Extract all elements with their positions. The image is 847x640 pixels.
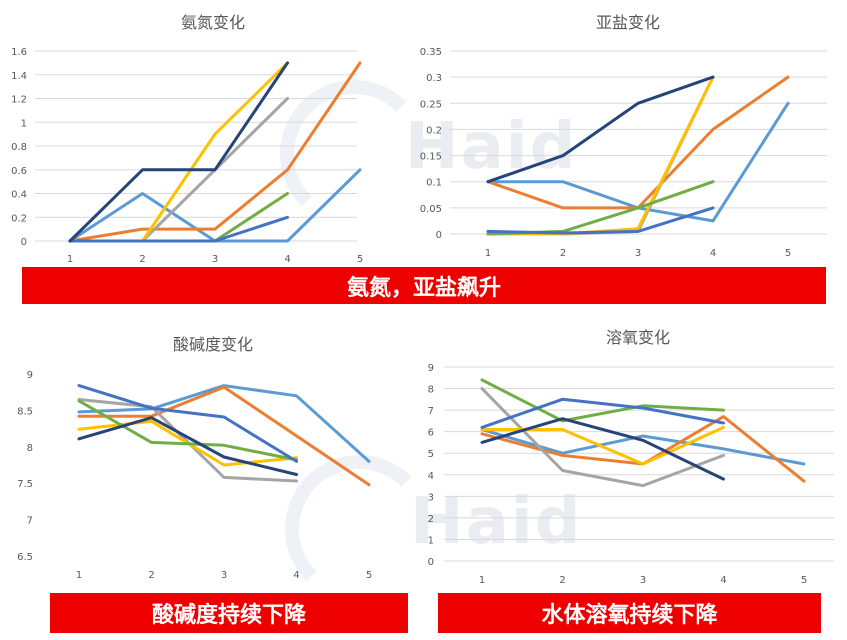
x-tick-label: 5 — [801, 575, 807, 586]
y-tick-label: 1 — [428, 535, 434, 546]
y-tick-label: 0.6 — [11, 166, 27, 177]
x-tick-label: 3 — [635, 248, 641, 259]
y-tick-label: 5 — [428, 449, 434, 460]
series-line-7 — [486, 75, 715, 184]
x-tick-label: 3 — [212, 254, 218, 265]
chart-ph: 酸碱度变化 6.5 7 7.5 8 8.5 9 1 2 3 4 5 — [17, 335, 372, 581]
series-line-1 — [486, 101, 790, 223]
series-line-6 — [68, 215, 289, 243]
y-tick-label: 1 — [21, 118, 27, 129]
y-tick-label: 3 — [428, 492, 434, 503]
y-tick-label: 7 — [27, 516, 33, 527]
x-tick-label: 5 — [785, 248, 791, 259]
series-line-7 — [68, 61, 289, 243]
y-tick-label: 0.05 — [420, 204, 442, 215]
banner-oxygen-decline: 水体溶氧持续下降 — [438, 593, 821, 633]
series-line-1 — [77, 384, 371, 463]
banner-ammonia-nitrite: 氨氮，亚盐飙升 — [22, 267, 826, 304]
x-tick-label: 1 — [485, 248, 491, 259]
x-tick-label: 3 — [640, 575, 646, 586]
series-line-6 — [480, 397, 725, 429]
y-tick-label: 8.5 — [17, 406, 33, 417]
y-tick-label: 2 — [428, 514, 434, 525]
series-line-2 — [486, 75, 790, 210]
y-tick-label: 0.1 — [426, 178, 442, 189]
y-tick-label: 8 — [27, 443, 33, 454]
y-tick-label: 0.3 — [426, 73, 442, 84]
x-tick-label: 2 — [559, 575, 565, 586]
y-tick-label: 0.8 — [11, 142, 27, 153]
chart-title: 酸碱度变化 — [173, 335, 253, 354]
y-tick-label: 0.2 — [11, 213, 27, 224]
y-tick-label: 0.25 — [420, 99, 442, 110]
y-tick-label: 0 — [428, 557, 434, 568]
y-tick-label: 0.15 — [420, 152, 442, 163]
banner-ph-decline: 酸碱度持续下降 — [50, 593, 408, 633]
y-tick-label: 1.4 — [11, 71, 27, 82]
y-tick-label: 8 — [428, 385, 434, 396]
y-tick-label: 1.6 — [11, 47, 27, 58]
series-line-6 — [486, 206, 715, 235]
y-tick-label: 7.5 — [17, 479, 33, 490]
y-tick-label: 0 — [436, 230, 442, 241]
series-line-7 — [480, 417, 725, 481]
x-tick-label: 2 — [148, 570, 154, 581]
y-tick-label: 9 — [428, 363, 434, 374]
y-tick-label: 0 — [21, 237, 27, 248]
watermark-text-bottom: Haid — [410, 485, 583, 559]
x-tick-label: 4 — [293, 570, 299, 581]
x-tick-label: 4 — [720, 575, 726, 586]
y-tick-label: 7 — [428, 406, 434, 417]
y-tick-label: 4 — [428, 471, 434, 482]
x-tick-label: 4 — [710, 248, 716, 259]
chart-ammonia: 氨氮变化 0 0.2 0.4 0.6 0.8 1 1.2 1.4 1.6 1 2 3 4 5 — [11, 13, 363, 265]
chart-title: 亚盐变化 — [596, 13, 660, 32]
x-tick-label: 5 — [366, 570, 372, 581]
x-tick-label: 1 — [76, 570, 82, 581]
y-tick-label: 1.2 — [11, 95, 27, 106]
x-tick-label: 3 — [221, 570, 227, 581]
chart-title: 氨氮变化 — [181, 13, 245, 32]
series-line-7 — [77, 416, 298, 476]
series-line-2 — [480, 415, 806, 483]
chart-nitrite: 亚盐变化 0 0.05 0.1 0.15 0.2 0.25 0.3 0.35 1 2 3 4 5 — [420, 13, 827, 259]
chart-panel-ammonia: 氨氮变化 0 0.2 0.4 0.6 0.8 1 1.2 1.4 1.6 1 2 3 4 5 — [0, 0, 420, 270]
y-tick-label: 6.5 — [17, 552, 33, 563]
y-tick-label: 9 — [27, 370, 33, 381]
series-line-5 — [480, 378, 725, 423]
chart-panel-oxygen: 溶氧变化 0 1 2 3 4 5 6 7 8 9 1 2 3 4 5 — [420, 310, 847, 590]
chart-oxygen: 溶氧变化 0 1 2 3 4 5 6 7 8 9 1 2 3 4 5 — [428, 328, 834, 586]
x-tick-label: 1 — [67, 254, 73, 265]
series-line-5 — [77, 399, 298, 462]
series-line-2 — [68, 61, 362, 243]
y-tick-label: 0.2 — [426, 125, 442, 136]
y-tick-label: 0.4 — [11, 190, 27, 201]
chart-panel-nitrite: 亚盐变化 0 0.05 0.1 0.15 0.2 0.25 0.3 0.35 1 2 3 4 5 — [420, 0, 847, 270]
chart-title: 溶氧变化 — [606, 328, 670, 347]
series-line-2 — [77, 385, 371, 487]
x-tick-label: 1 — [479, 575, 485, 586]
x-tick-label: 2 — [560, 248, 566, 259]
watermark-text-top: Haid — [405, 110, 578, 184]
series-line-6 — [77, 384, 298, 463]
x-tick-label: 4 — [284, 254, 290, 265]
y-tick-label: 0.35 — [420, 47, 442, 58]
y-tick-label: 6 — [428, 428, 434, 439]
x-tick-label: 2 — [139, 254, 145, 265]
x-tick-label: 5 — [357, 254, 363, 265]
chart-panel-ph: 酸碱度变化 6.5 7 7.5 8 8.5 9 1 2 3 4 5 — [0, 310, 420, 590]
